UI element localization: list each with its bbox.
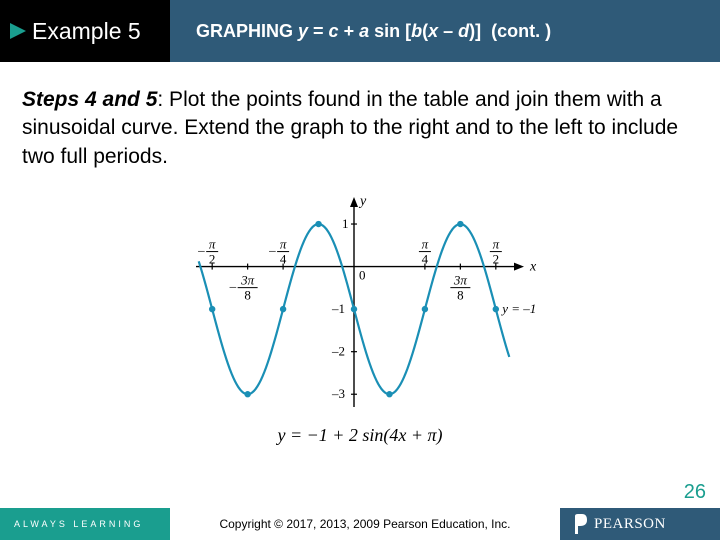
slide-footer: ALWAYS LEARNING Copyright © 2017, 2013, …	[0, 508, 720, 540]
svg-text:–: –	[197, 243, 205, 258]
svg-text:4: 4	[280, 252, 287, 267]
footer-brand: PEARSON	[560, 508, 720, 540]
svg-text:π: π	[280, 237, 287, 252]
svg-text:3π: 3π	[240, 273, 255, 288]
slide-title: GRAPHING y = c + a sin [b(x – d)] (cont.…	[170, 0, 720, 62]
equation-caption: y = −1 + 2 sin(4x + π)	[0, 425, 720, 446]
graph-container: xy01–1–2–3–π2–π4π4π2–3π83π8y = –1	[0, 189, 720, 419]
svg-text:π: π	[422, 237, 429, 252]
svg-text:–1: –1	[331, 301, 345, 316]
svg-text:–2: –2	[331, 344, 345, 359]
svg-text:y: y	[358, 194, 367, 209]
play-icon	[8, 21, 28, 41]
svg-text:2: 2	[209, 252, 216, 267]
steps-lead: Steps 4 and 5	[22, 88, 157, 111]
svg-text:–: –	[229, 279, 237, 294]
svg-text:4: 4	[422, 252, 429, 267]
svg-text:–3: –3	[331, 386, 345, 401]
svg-text:π: π	[209, 237, 216, 252]
brand-icon	[572, 514, 588, 534]
svg-text:–: –	[268, 243, 276, 258]
svg-text:8: 8	[457, 288, 464, 303]
sinusoid-graph: xy01–1–2–3–π2–π4π4π2–3π83π8y = –1	[150, 189, 570, 419]
slide-number: 26	[684, 481, 706, 504]
svg-text:8: 8	[244, 288, 251, 303]
svg-text:2: 2	[493, 252, 500, 267]
body-paragraph: Steps 4 and 5: Plot the points found in …	[0, 62, 720, 181]
example-label-box: Example 5	[0, 0, 170, 62]
footer-tagline: ALWAYS LEARNING	[0, 508, 170, 540]
svg-text:π: π	[493, 237, 500, 252]
svg-text:y = –1: y = –1	[500, 301, 536, 316]
slide-header: Example 5 GRAPHING y = c + a sin [b(x – …	[0, 0, 720, 62]
svg-text:x: x	[529, 260, 537, 275]
svg-text:0: 0	[359, 268, 366, 283]
footer-copyright: Copyright © 2017, 2013, 2009 Pearson Edu…	[170, 508, 560, 540]
example-label: Example 5	[32, 18, 141, 45]
svg-text:3π: 3π	[453, 273, 468, 288]
svg-text:1: 1	[342, 216, 349, 231]
